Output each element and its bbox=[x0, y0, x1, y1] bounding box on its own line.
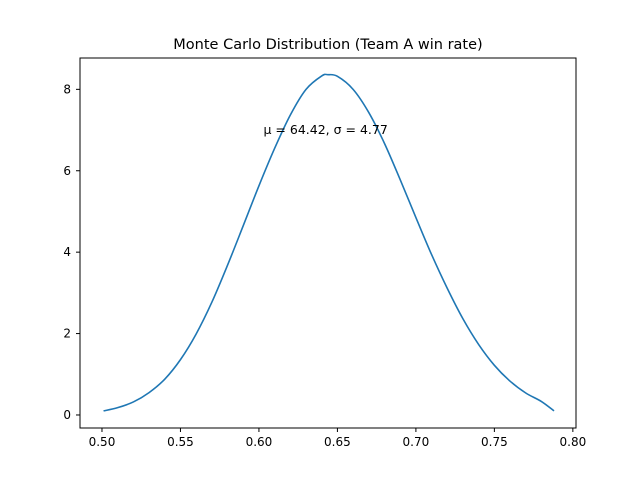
chart-title: Monte Carlo Distribution (Team A win rat… bbox=[173, 37, 482, 53]
y-tick-label: 0 bbox=[63, 408, 71, 422]
y-axis: 0 2 4 6 8 bbox=[63, 82, 80, 422]
x-axis: 0.50 0.55 0.60 0.65 0.70 0.75 0.80 bbox=[89, 428, 587, 449]
y-tick-label: 4 bbox=[63, 245, 71, 259]
x-tick-label: 0.65 bbox=[324, 435, 351, 449]
x-tick-label: 0.70 bbox=[403, 435, 430, 449]
y-tick-label: 8 bbox=[63, 82, 71, 96]
y-tick-label: 6 bbox=[63, 164, 71, 178]
x-tick-label: 0.80 bbox=[560, 435, 587, 449]
annotations: μ = 64.42, σ = 4.77 bbox=[264, 122, 388, 137]
x-tick-label: 0.75 bbox=[481, 435, 508, 449]
stats-annotation: μ = 64.42, σ = 4.77 bbox=[264, 122, 388, 137]
series-line bbox=[103, 73, 555, 412]
axes-frame bbox=[79, 57, 577, 429]
y-tick-label: 2 bbox=[63, 327, 71, 341]
plot-area bbox=[103, 73, 555, 412]
x-tick-label: 0.50 bbox=[89, 435, 116, 449]
x-tick-label: 0.55 bbox=[167, 435, 194, 449]
x-tick-label: 0.60 bbox=[246, 435, 273, 449]
